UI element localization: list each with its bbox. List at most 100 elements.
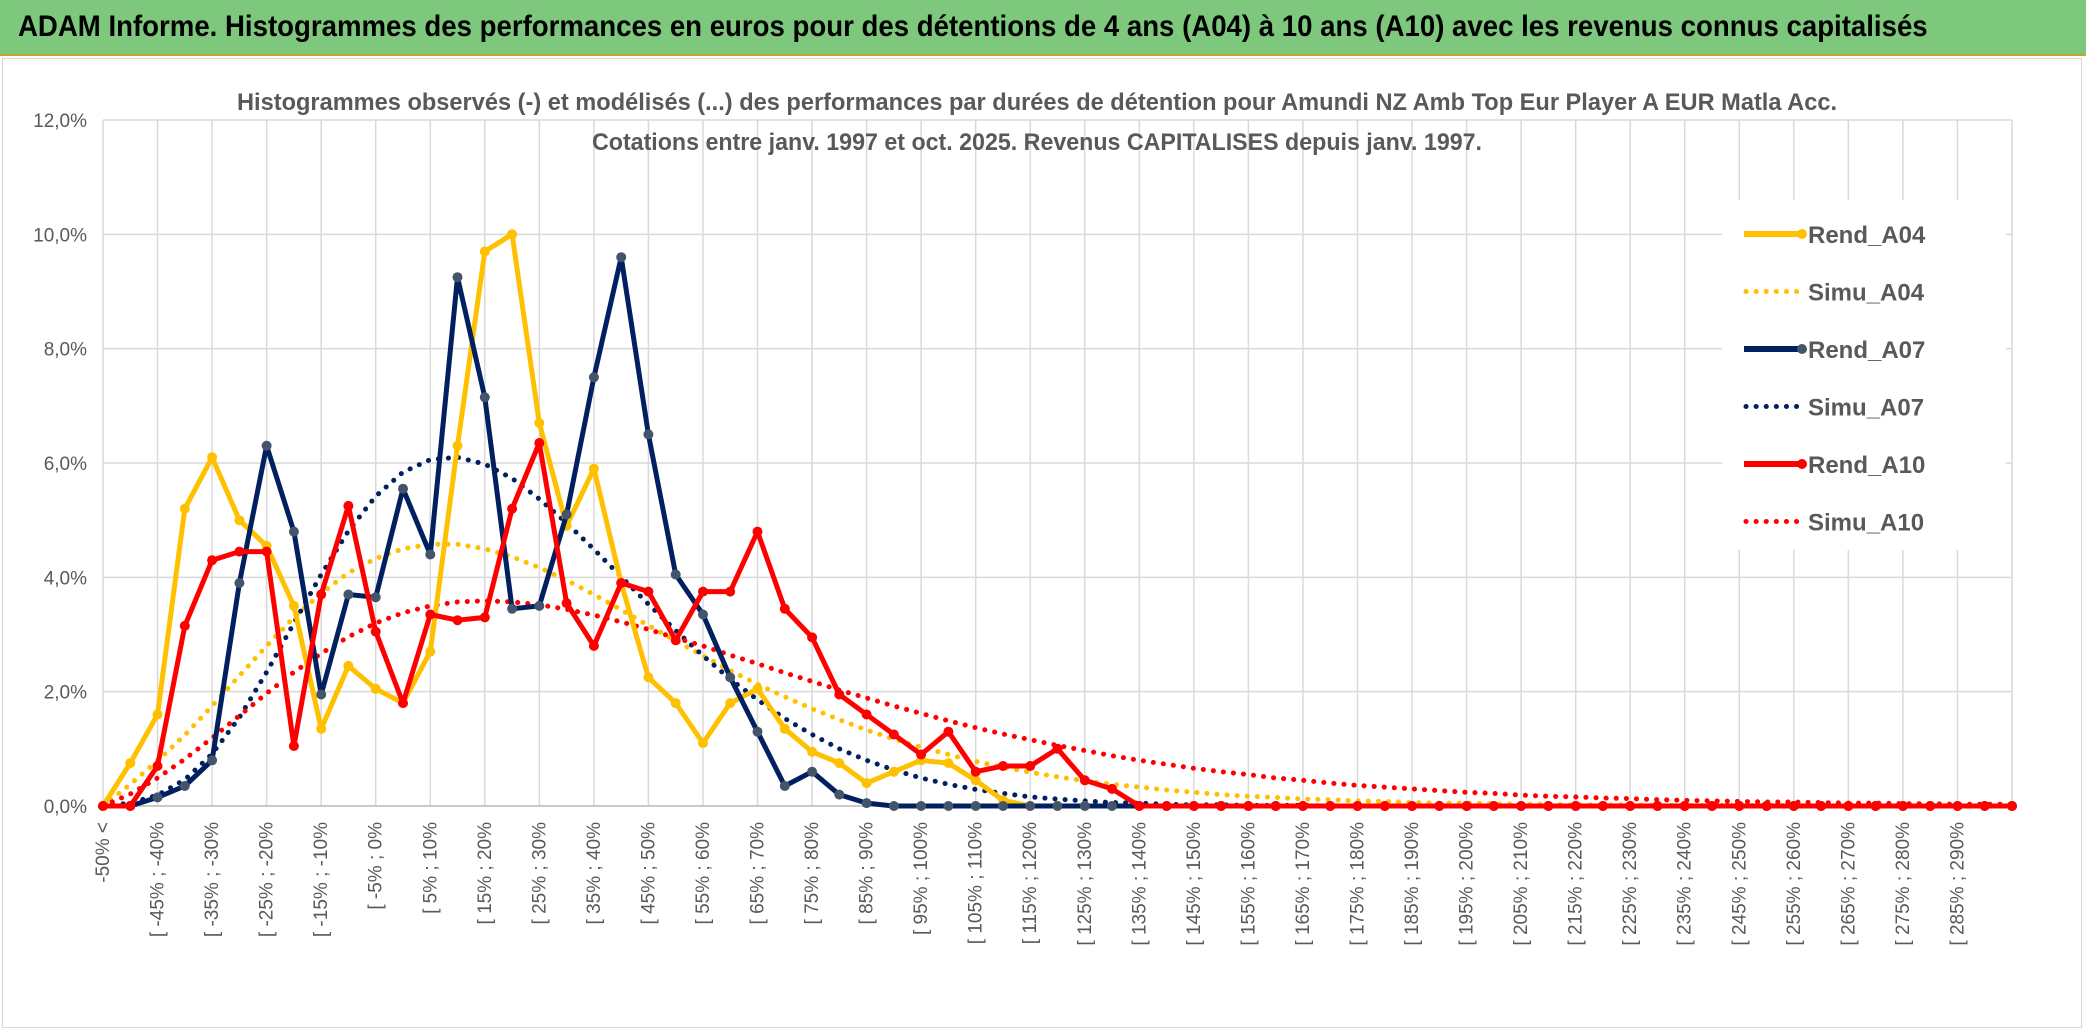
x-tick-label: [ 185% ; 190% [1402, 822, 1423, 946]
data-point [1952, 801, 1963, 811]
data-point [316, 589, 327, 600]
data-point [943, 801, 954, 811]
data-point [125, 801, 136, 811]
data-point [643, 672, 654, 683]
x-tick-label: [ 95% ; 100% [911, 822, 932, 935]
data-point [779, 603, 790, 614]
x-tick-label: [ 35% ; 40% [584, 822, 605, 925]
data-point [1079, 801, 1090, 811]
data-point [1788, 801, 1799, 811]
legend-entry: Rend_A07 [1744, 337, 1925, 364]
data-point [1134, 801, 1145, 811]
x-tick-label: [ 165% ; 170% [1293, 822, 1314, 946]
x-tick-label: [ 85% ; 90% [857, 822, 878, 925]
data-point [370, 626, 381, 637]
data-point [1570, 801, 1581, 811]
chart-subtitle: Cotations entre janv. 1997 et oct. 2025.… [592, 129, 1482, 156]
x-tick-label: [ 255% ; 260% [1784, 822, 1805, 946]
data-point [861, 798, 872, 809]
data-point [752, 683, 763, 694]
data-point [1461, 801, 1472, 811]
x-tick-label: [ 105% ; 110% [966, 822, 987, 944]
data-point [316, 723, 327, 734]
x-tick-label: [ 45% ; 50% [638, 822, 659, 925]
x-tick-label: [ -5% ; 0% [366, 822, 387, 910]
x-tick-label: [ -35% ; -30% [202, 822, 223, 937]
x-tick-label: [ 275% ; 280% [1893, 822, 1914, 946]
legend-entry: Rend_A10 [1744, 452, 1925, 479]
data-point [343, 589, 354, 600]
legend-entry: Rend_A04 [1744, 222, 1926, 249]
data-point [779, 723, 790, 734]
data-point [398, 698, 408, 709]
data-point [1052, 743, 1063, 754]
series-rend-a10 [98, 438, 2017, 811]
data-point [1243, 801, 1254, 811]
data-point [179, 781, 190, 791]
data-point [1079, 775, 1090, 786]
y-tick-label: 0,0% [44, 797, 87, 818]
x-tick-label: [ 285% ; 290% [1947, 822, 1968, 946]
data-point [370, 683, 381, 694]
series-layer [98, 229, 2017, 811]
series-line [100, 541, 2015, 809]
data-point [98, 801, 108, 811]
data-point [1025, 761, 1036, 771]
data-point [725, 586, 736, 597]
data-point [1379, 801, 1390, 811]
data-point [834, 758, 845, 769]
data-point [534, 418, 545, 428]
data-point [152, 761, 163, 771]
x-tick-label: [ 265% ; 270% [1838, 822, 1859, 946]
data-point [588, 463, 599, 474]
y-tick-label: 12,0% [33, 111, 87, 132]
data-point [425, 549, 436, 560]
data-point [698, 738, 708, 749]
data-point [698, 586, 708, 597]
data-point [452, 615, 463, 626]
data-point [561, 598, 572, 609]
data-point [1543, 801, 1554, 811]
data-point [1979, 801, 1990, 811]
chart-title: Histogrammes observés (-) et modélisés (… [237, 89, 1837, 116]
x-tick-label: [ 115% ; 120% [1020, 822, 1041, 944]
series-simu-a04 [100, 541, 2015, 809]
data-point [1870, 801, 1881, 811]
x-tick-label: -50% < [93, 822, 114, 883]
data-point [1325, 801, 1336, 811]
data-point [807, 632, 818, 643]
data-point [1734, 801, 1745, 811]
data-point [2007, 801, 2017, 811]
legend-marker [1797, 344, 1807, 354]
data-point [534, 438, 545, 448]
data-point [1625, 801, 1636, 811]
x-tick-label: [ 195% ; 200% [1457, 822, 1478, 946]
y-tick-label: 2,0% [44, 683, 87, 704]
data-point [261, 440, 272, 451]
legend-entry: Simu_A04 [1743, 280, 1925, 307]
data-point [616, 252, 627, 263]
data-point [1107, 801, 1117, 811]
data-point [1679, 801, 1690, 811]
data-point [234, 578, 245, 588]
y-axis-ticks: 0,0% 2,0% 4,0% 6,0% 8,0% 10,0% 12,0% [33, 111, 87, 818]
data-point [698, 609, 708, 620]
data-point [1025, 801, 1036, 811]
data-point [1052, 801, 1063, 811]
data-point [1897, 801, 1908, 811]
x-tick-label: [ 245% ; 250% [1729, 822, 1750, 946]
data-point [725, 698, 736, 709]
data-point [670, 569, 681, 580]
x-tick-label: [ 235% ; 240% [1675, 822, 1696, 946]
data-point [1161, 801, 1172, 811]
data-point [970, 801, 981, 811]
data-point [1297, 801, 1308, 811]
data-point [888, 801, 899, 811]
y-tick-label: 8,0% [44, 340, 87, 361]
data-point [316, 689, 327, 700]
data-point [152, 792, 163, 803]
y-tick-label: 4,0% [44, 568, 87, 589]
data-point [1597, 801, 1608, 811]
data-point [1352, 801, 1363, 811]
data-point [1270, 801, 1281, 811]
